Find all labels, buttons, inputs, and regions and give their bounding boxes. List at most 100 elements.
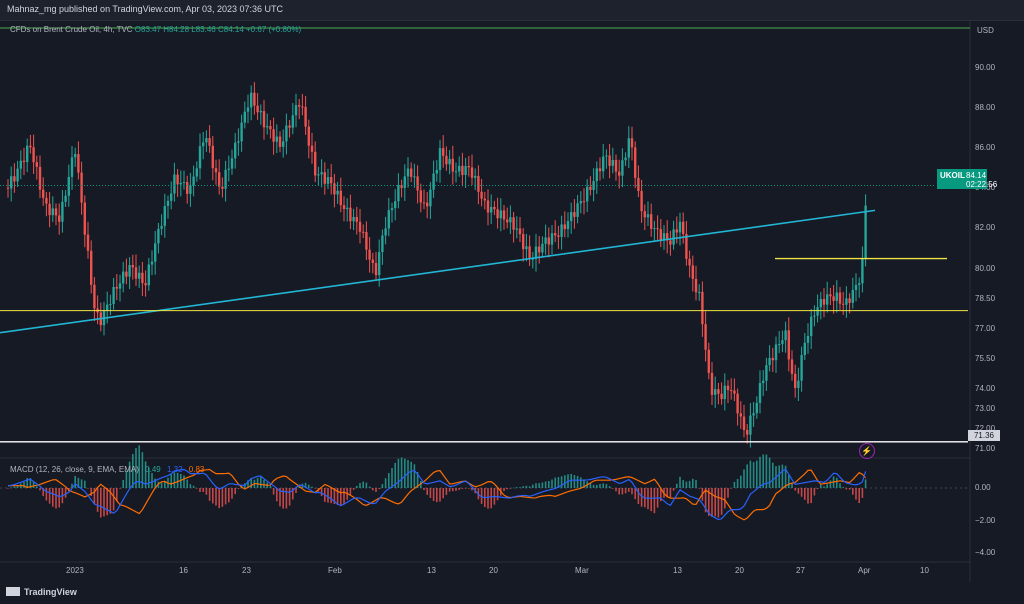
- macd-hist-bar: [512, 487, 515, 489]
- currency-label[interactable]: USD: [977, 26, 994, 35]
- macd-hist-bar: [404, 458, 406, 488]
- macd-hist-bar: [448, 488, 451, 492]
- candle-body: [605, 155, 608, 157]
- macd-hist-bar: [48, 488, 51, 504]
- candle-body: [144, 283, 147, 286]
- candle-body: [269, 126, 272, 130]
- tradingview-logo[interactable]: TradingView: [6, 587, 77, 597]
- candle-body: [394, 201, 397, 209]
- candle-body: [6, 187, 10, 189]
- footer: [0, 582, 1024, 604]
- candle-body: [93, 284, 96, 309]
- candle-body: [83, 202, 86, 235]
- candle-body: [19, 160, 22, 169]
- macd-hist-bar: [64, 488, 67, 498]
- time-tick: 16: [179, 566, 188, 575]
- macd-hist-bar: [564, 475, 566, 488]
- macd-main-line: [7, 468, 867, 521]
- macd-hist-bar: [797, 488, 800, 494]
- candle-body: [685, 233, 688, 259]
- candle-body: [445, 155, 448, 165]
- macd-hist-bar: [688, 480, 691, 488]
- candle-body: [563, 224, 566, 230]
- candle-body: [550, 233, 554, 245]
- candle-body: [608, 155, 611, 166]
- macd-hist-bar: [640, 488, 643, 507]
- candle-body: [666, 233, 669, 241]
- macd-hist-bar: [279, 488, 281, 507]
- candle-body: [646, 214, 650, 218]
- macd-signal-line: [8, 468, 867, 521]
- macd-hist-bar: [413, 464, 416, 488]
- candle-body: [406, 168, 410, 177]
- macd-hist-bar: [765, 454, 768, 488]
- candle-body: [16, 168, 19, 182]
- macd-hist-bar: [842, 487, 844, 488]
- candle-body: [653, 228, 656, 230]
- price-tick: 74.00: [975, 383, 996, 393]
- candle-body: [362, 231, 365, 233]
- macd-legend[interactable]: MACD (12, 26, close, 9, EMA, EMA) 0.49 1…: [10, 465, 204, 474]
- candle-body: [173, 174, 176, 194]
- candle-body: [54, 208, 58, 216]
- price-tick: 80.00: [975, 263, 996, 273]
- macd-hist-bar: [461, 488, 464, 489]
- candle-body: [170, 193, 173, 201]
- macd-line-value: 1.32: [166, 465, 183, 474]
- candle-body: [518, 228, 522, 235]
- macd-hist-bar: [839, 483, 841, 488]
- candle-body: [614, 160, 618, 172]
- candle-body: [58, 215, 61, 222]
- macd-hist-bar: [234, 488, 236, 495]
- macd-hist-bar: [608, 486, 611, 488]
- candle-body: [371, 259, 374, 264]
- macd-hist-bar: [612, 488, 614, 489]
- macd-hist-bar: [554, 477, 556, 488]
- candle-body: [682, 221, 685, 234]
- candle-body: [490, 206, 493, 213]
- macd-hist-bar: [298, 486, 300, 488]
- candle-body: [422, 202, 426, 204]
- lightning-icon[interactable]: ⚡: [859, 443, 875, 459]
- macd-hist-bar: [77, 477, 80, 488]
- candle-body: [707, 349, 710, 373]
- candle-body: [838, 292, 842, 304]
- macd-hist-bar: [224, 488, 227, 505]
- macd-hist-bar: [202, 488, 204, 492]
- candle-body: [755, 402, 758, 414]
- macd-hist-bar: [384, 478, 387, 488]
- macd-hist-bar: [10, 487, 12, 489]
- candle-body: [659, 229, 662, 241]
- candle-body: [243, 111, 246, 123]
- candle-body: [627, 138, 630, 158]
- macd-hist-bar: [573, 475, 576, 488]
- candle-body: [765, 365, 768, 381]
- macd-hist-bar: [480, 488, 483, 504]
- macd-hist-bar: [749, 460, 752, 488]
- candle-body: [314, 151, 317, 176]
- macd-hist-bar: [759, 456, 761, 488]
- macd-hist-bar: [272, 488, 275, 495]
- candle-body: [378, 252, 381, 276]
- candle-body: [342, 205, 346, 210]
- macd-hist-bar: [42, 488, 44, 497]
- candle-body: [781, 340, 784, 345]
- candle-body: [192, 176, 195, 186]
- symbol-legend[interactable]: CFDs on Brent Crude Oil, 4h, TVC O83.47 …: [10, 25, 301, 34]
- macd-hist-bar: [135, 448, 137, 488]
- macd-hist-bar: [340, 488, 342, 506]
- macd-hist-bar: [292, 488, 294, 500]
- time-tick: Apr: [858, 566, 871, 575]
- publish-info: Mahnaz_mg published on TradingView.com, …: [7, 4, 284, 14]
- candle-body: [656, 228, 659, 230]
- candle-body: [224, 169, 227, 189]
- candle-body: [278, 136, 282, 147]
- candle-body: [586, 186, 589, 202]
- candle-body: [544, 237, 547, 244]
- macd-hist-bar: [685, 481, 688, 488]
- candle-body: [726, 385, 730, 391]
- macd-hist-bar: [199, 488, 201, 492]
- candle-body: [582, 201, 586, 203]
- candle-body: [294, 105, 298, 116]
